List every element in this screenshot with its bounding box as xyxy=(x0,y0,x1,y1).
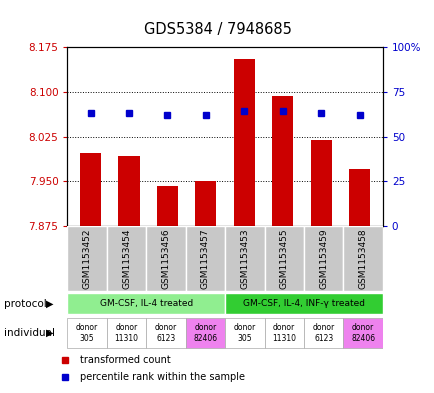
Bar xyxy=(67,318,107,349)
Text: GSM1153453: GSM1153453 xyxy=(240,228,249,289)
Text: donor
11310: donor 11310 xyxy=(114,323,138,343)
Bar xyxy=(225,226,264,291)
Bar xyxy=(225,293,382,314)
Text: GM-CSF, IL-4, INF-γ treated: GM-CSF, IL-4, INF-γ treated xyxy=(243,299,364,308)
Text: GDS5384 / 7948685: GDS5384 / 7948685 xyxy=(143,22,291,37)
Text: percentile rank within the sample: percentile rank within the sample xyxy=(79,372,244,382)
Bar xyxy=(342,318,382,349)
Text: GSM1153458: GSM1153458 xyxy=(358,228,367,289)
Bar xyxy=(310,140,331,226)
Text: GSM1153456: GSM1153456 xyxy=(161,228,170,289)
Bar xyxy=(185,226,225,291)
Bar xyxy=(342,226,382,291)
Bar xyxy=(303,318,342,349)
Bar xyxy=(272,96,293,226)
Text: donor
305: donor 305 xyxy=(76,323,98,343)
Text: transformed count: transformed count xyxy=(79,354,170,365)
Text: GSM1153459: GSM1153459 xyxy=(319,228,327,289)
Text: GSM1153455: GSM1153455 xyxy=(279,228,288,289)
Bar xyxy=(264,318,303,349)
Text: donor
82406: donor 82406 xyxy=(350,323,374,343)
Text: protocol: protocol xyxy=(4,299,47,309)
Bar xyxy=(264,226,303,291)
Bar xyxy=(233,59,254,226)
Text: donor
11310: donor 11310 xyxy=(272,323,296,343)
Bar xyxy=(349,169,369,226)
Bar xyxy=(225,318,264,349)
Text: donor
6123: donor 6123 xyxy=(155,323,177,343)
Bar xyxy=(118,156,139,226)
Bar xyxy=(185,318,225,349)
Text: GSM1153454: GSM1153454 xyxy=(122,228,131,288)
Bar xyxy=(80,152,101,226)
Bar xyxy=(157,186,178,226)
Text: donor
82406: donor 82406 xyxy=(193,323,217,343)
Bar xyxy=(146,226,185,291)
Text: individual: individual xyxy=(4,328,55,338)
Bar xyxy=(146,318,185,349)
Text: donor
6123: donor 6123 xyxy=(312,323,334,343)
Text: GM-CSF, IL-4 treated: GM-CSF, IL-4 treated xyxy=(99,299,192,308)
Text: GSM1153457: GSM1153457 xyxy=(201,228,210,289)
Bar xyxy=(67,293,225,314)
Bar xyxy=(195,181,216,226)
Text: GSM1153452: GSM1153452 xyxy=(82,228,92,288)
Text: donor
305: donor 305 xyxy=(233,323,255,343)
Bar xyxy=(107,318,146,349)
Text: ▶: ▶ xyxy=(46,299,54,309)
Bar xyxy=(107,226,146,291)
Text: ▶: ▶ xyxy=(46,328,54,338)
Bar xyxy=(303,226,342,291)
Bar xyxy=(67,226,107,291)
